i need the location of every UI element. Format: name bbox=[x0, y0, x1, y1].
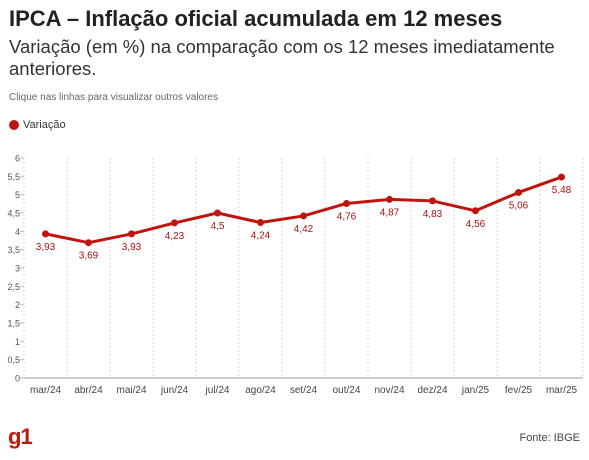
g1-logo-icon: g1 bbox=[8, 424, 33, 449]
data-label: 4,23 bbox=[165, 231, 185, 242]
x-tick-label: fev/25 bbox=[505, 385, 533, 396]
data-point bbox=[214, 209, 221, 217]
data-label: 3,69 bbox=[79, 251, 99, 262]
y-tick-label: 2 bbox=[15, 300, 20, 310]
data-point bbox=[429, 197, 436, 205]
data-label: 4,5 bbox=[211, 221, 225, 232]
x-tick-label: jan/25 bbox=[461, 385, 490, 396]
data-point bbox=[128, 230, 135, 238]
data-point bbox=[343, 199, 350, 207]
y-tick-label: 5 bbox=[15, 190, 20, 200]
y-tick-label: 0,5 bbox=[7, 355, 20, 365]
legend-marker bbox=[9, 120, 19, 130]
data-point bbox=[558, 173, 565, 181]
y-tick-label: 1 bbox=[15, 337, 20, 347]
chart-title: IPCA – Inflação oficial acumulada em 12 … bbox=[9, 6, 503, 31]
y-tick-label: 5,5 bbox=[7, 172, 20, 182]
x-tick-label: ago/24 bbox=[245, 385, 276, 396]
data-label: 4,42 bbox=[294, 224, 314, 235]
x-tick-label: mai/24 bbox=[116, 385, 146, 396]
x-tick-label: nov/24 bbox=[374, 385, 404, 396]
y-tick-label: 4 bbox=[15, 227, 20, 237]
axis-layer: 0 0,5 1 1,5 2 2,5 3 3,5 4 4,5 5 5,5 6 mar/24 abr/24 mai… bbox=[7, 154, 583, 396]
interaction-hint: Clique nas linhas para visualizar outros… bbox=[9, 92, 218, 103]
data-point bbox=[257, 219, 264, 227]
y-tick-label: 1,5 bbox=[7, 319, 20, 329]
data-point bbox=[515, 188, 522, 196]
data-point bbox=[85, 239, 92, 247]
data-label: 4,76 bbox=[337, 211, 357, 222]
chart-subtitle: Variação (em %) na comparação com os 12 … bbox=[9, 36, 555, 79]
y-tick-label: 3 bbox=[15, 264, 20, 274]
x-tick-label: mar/24 bbox=[30, 385, 62, 396]
x-tick-label: jun/24 bbox=[160, 385, 189, 396]
x-tick-label: set/24 bbox=[290, 385, 318, 396]
y-tick-label: 6 bbox=[15, 154, 20, 164]
data-point bbox=[300, 212, 307, 220]
x-tick-label: dez/24 bbox=[417, 385, 447, 396]
data-point bbox=[42, 230, 49, 238]
y-tick-label: 0 bbox=[15, 374, 20, 384]
legend[interactable]: Variação bbox=[9, 119, 66, 131]
data-label: 5,06 bbox=[509, 200, 529, 211]
data-point bbox=[171, 219, 178, 227]
grid-layer bbox=[23, 158, 584, 378]
x-tick-label: jul/24 bbox=[205, 385, 230, 396]
y-tick-label: 3,5 bbox=[7, 245, 20, 255]
data-label: 4,56 bbox=[466, 219, 486, 230]
series-layer bbox=[42, 173, 565, 247]
y-tick-label: 4,5 bbox=[7, 209, 20, 219]
source-note: Fonte: IBGE bbox=[519, 432, 580, 444]
data-label: 3,93 bbox=[122, 242, 142, 253]
x-tick-label: mar/25 bbox=[546, 385, 578, 396]
data-label: 3,93 bbox=[36, 242, 56, 253]
x-tick-label: out/24 bbox=[333, 385, 361, 396]
data-label: 4,24 bbox=[251, 231, 271, 242]
data-point bbox=[386, 195, 393, 203]
data-label: 4,83 bbox=[423, 209, 443, 220]
data-point bbox=[472, 207, 479, 215]
legend-label: Variação bbox=[23, 119, 66, 131]
label-layer: 3,93 3,69 3,93 4,23 4,5 4,24 4,42 4,76 4,87 4,83 4… bbox=[36, 185, 572, 262]
data-label: 4,87 bbox=[380, 207, 400, 218]
x-tick-label: abr/24 bbox=[74, 385, 103, 396]
y-tick-label: 2,5 bbox=[7, 282, 20, 292]
data-label: 5,48 bbox=[552, 185, 572, 196]
